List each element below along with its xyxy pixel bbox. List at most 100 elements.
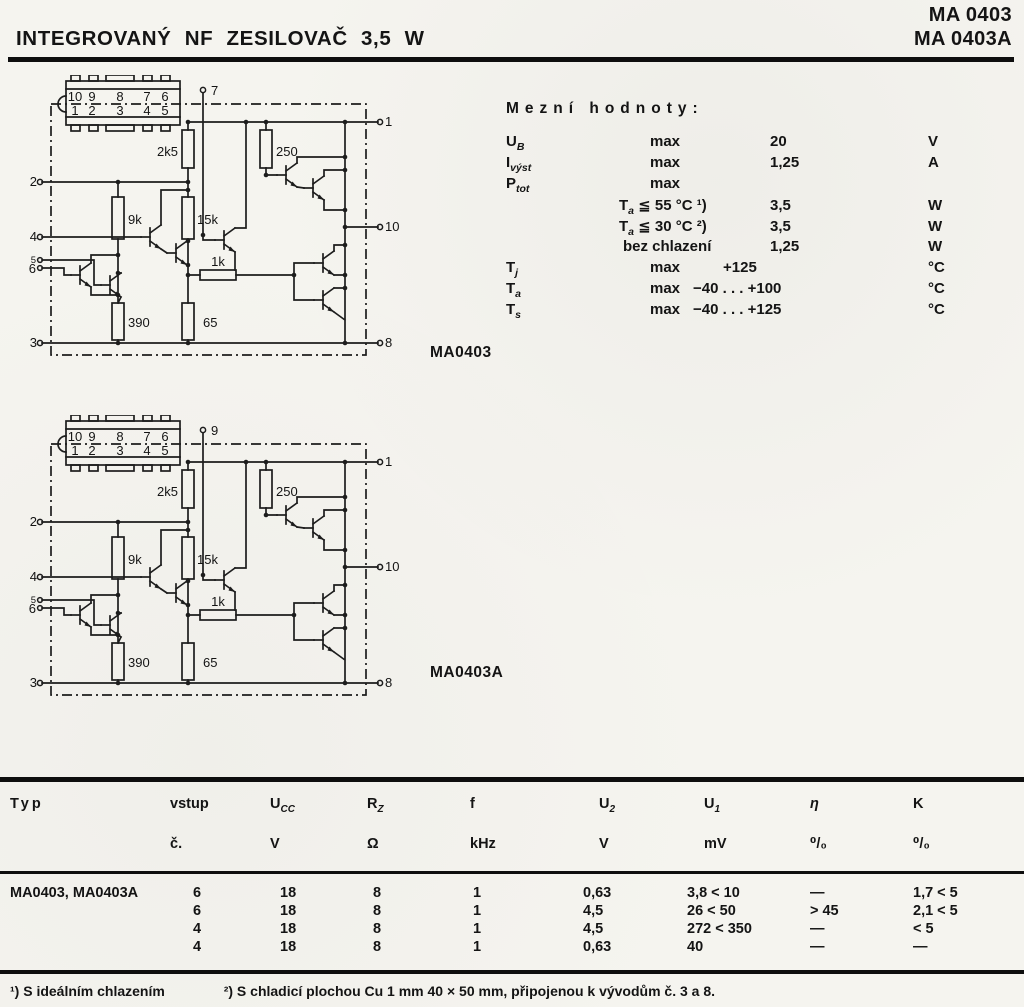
part-numbers: MA 0403 MA 0403A (914, 3, 1012, 51)
package-pin-number: 3 (116, 443, 123, 458)
table-header: Typ vstup UCC RZ f U2 U1 η K č. V Ω kHz … (0, 782, 1024, 871)
col-header-k: K (913, 796, 924, 812)
cell: 18 (280, 921, 297, 937)
resistor-label-15k: 15k (197, 552, 218, 567)
pin-label-top: 9 (211, 423, 218, 438)
cell: < 5 (913, 921, 934, 937)
resistor-label-15k: 15k (197, 212, 218, 227)
limits-row: Ts max −40 . . . +125 °C (506, 301, 945, 321)
package-pin-number: 8 (116, 429, 123, 444)
table-rule-top (0, 777, 1024, 782)
cell: 18 (280, 939, 297, 955)
schematic-caption-ma0403a: MA0403A (430, 664, 504, 681)
col-unit: Ω (367, 836, 379, 852)
cell: — (810, 921, 825, 937)
limits-row: Ta max −40 . . . +100 °C (506, 280, 945, 300)
limits-row: Ta ≦ 30 °C ²) 3,5 W (619, 218, 943, 238)
schematic-ma0403a: 9 1 2 4 5 6 3 10 8 2k5 250 9k 15k 1k 390… (29, 415, 399, 715)
cell-typ: MA0403, MA0403A (10, 885, 139, 901)
package-pin-number: 6 (161, 89, 168, 104)
cell: 18 (280, 885, 297, 901)
cell: 8 (373, 921, 382, 937)
col-unit (10, 836, 170, 871)
col-header-eta: η (810, 796, 819, 812)
resistor-label-65: 65 (203, 655, 217, 670)
cell: 1 (473, 939, 482, 955)
package-pin-number: 9 (88, 429, 95, 444)
col-unit: V (599, 836, 609, 852)
package-pin-number: 7 (143, 429, 150, 444)
package-pin-number: 4 (143, 443, 150, 458)
cell: 4 (193, 921, 202, 937)
parameters-table: Typ vstup UCC RZ f U2 U1 η K č. V Ω kHz … (0, 777, 1024, 999)
col-header-vstup: vstup (170, 796, 209, 812)
resistor-label-65: 65 (203, 315, 217, 330)
resistor-label-250: 250 (276, 484, 298, 499)
package-pin-number: 5 (161, 103, 168, 118)
cell: — (810, 939, 825, 955)
col-header-f: f (470, 796, 475, 812)
page-title: INTEGROVANÝ NF ZESILOVAČ 3,5 W (16, 27, 425, 50)
col-unit: ⁰/₀ (913, 836, 930, 852)
pin-label-4: 4 (30, 229, 37, 244)
cell: 8 (373, 885, 382, 901)
col-header-typ: Typ (10, 796, 44, 812)
table-row: 4 18 8 1 0,63 40 — — (0, 939, 1024, 957)
package-pin-number: 9 (88, 89, 95, 104)
limits-row: UB max 20 V (506, 133, 939, 153)
schematic-ma0403: 7 1 2 4 5 6 3 10 8 2k5 250 9k 15k 1k 390… (29, 75, 399, 375)
col-header-u2: U2 (599, 796, 616, 815)
pin-label-6: 6 (29, 261, 36, 276)
col-unit: V (270, 836, 280, 852)
package-pin-number: 8 (116, 89, 123, 104)
cell: 1,7 < 5 (913, 885, 958, 901)
cell: 3,8 < 10 (687, 885, 740, 901)
cell: 1 (473, 921, 482, 937)
cell: 6 (193, 885, 202, 901)
cell: 4 (193, 939, 202, 955)
pin-label-5: 5 (31, 255, 36, 266)
part-number-ma0403a: MA 0403A (913, 28, 1012, 50)
limits-row: Tj max +125 °C (506, 259, 945, 279)
package-pin-number: 4 (143, 103, 150, 118)
pin-label-5: 5 (31, 595, 36, 606)
cell: 2,1 < 5 (913, 903, 958, 919)
pin-label-10: 10 (385, 559, 399, 574)
col-header-ucc: UCC (270, 796, 295, 815)
limits-row: bez chlazení 1,25 W (623, 238, 943, 255)
pin-label-1: 1 (385, 454, 392, 469)
table-row: MA0403, MA0403A 6 18 8 1 0,63 3,8 < 10 —… (0, 885, 1024, 903)
header-rule (8, 57, 1014, 62)
cell: 272 < 350 (687, 921, 752, 937)
footnotes: ¹) S ideálním chlazením ²) S chladicí pl… (0, 974, 1024, 999)
pin-label-top: 7 (211, 83, 218, 98)
limits-section: Mezní hodnoty: UB max 20 V Ivýst max 1,2… (506, 100, 1016, 322)
pin-label-3: 3 (30, 675, 37, 690)
cell: — (913, 939, 928, 955)
resistor-label-250: 250 (276, 144, 298, 159)
resistor-label-390: 390 (128, 315, 150, 330)
pin-label-1: 1 (385, 114, 392, 129)
resistor-label-2k5: 2k5 (157, 144, 178, 159)
cell: 8 (373, 903, 382, 919)
pin-label-3: 3 (30, 335, 37, 350)
cell: 4,5 (583, 903, 604, 919)
cell: 8 (373, 939, 382, 955)
cell: 6 (193, 903, 202, 919)
footnote-1: ¹) S ideálním chlazením (10, 983, 165, 999)
table-row: 4 18 8 1 4,5 272 < 350 — < 5 (0, 921, 1024, 939)
package-pin-number: 2 (88, 443, 95, 458)
cell: 4,5 (583, 921, 604, 937)
table-row: 6 18 8 1 4,5 26 < 50 > 45 2,1 < 5 (0, 903, 1024, 921)
col-unit: č. (170, 836, 183, 852)
resistor-label-1k: 1k (211, 254, 225, 269)
resistor-label-1k: 1k (211, 594, 225, 609)
limits-heading: Mezní hodnoty: (506, 100, 704, 117)
resistor-label-9k: 9k (128, 552, 142, 567)
col-unit: mV (704, 836, 727, 852)
resistor-label-9k: 9k (128, 212, 142, 227)
cell: — (810, 885, 825, 901)
part-number-ma0403: MA 0403 (928, 4, 1012, 26)
package-pin-number: 6 (161, 429, 168, 444)
table-rule-bottom (0, 970, 1024, 974)
